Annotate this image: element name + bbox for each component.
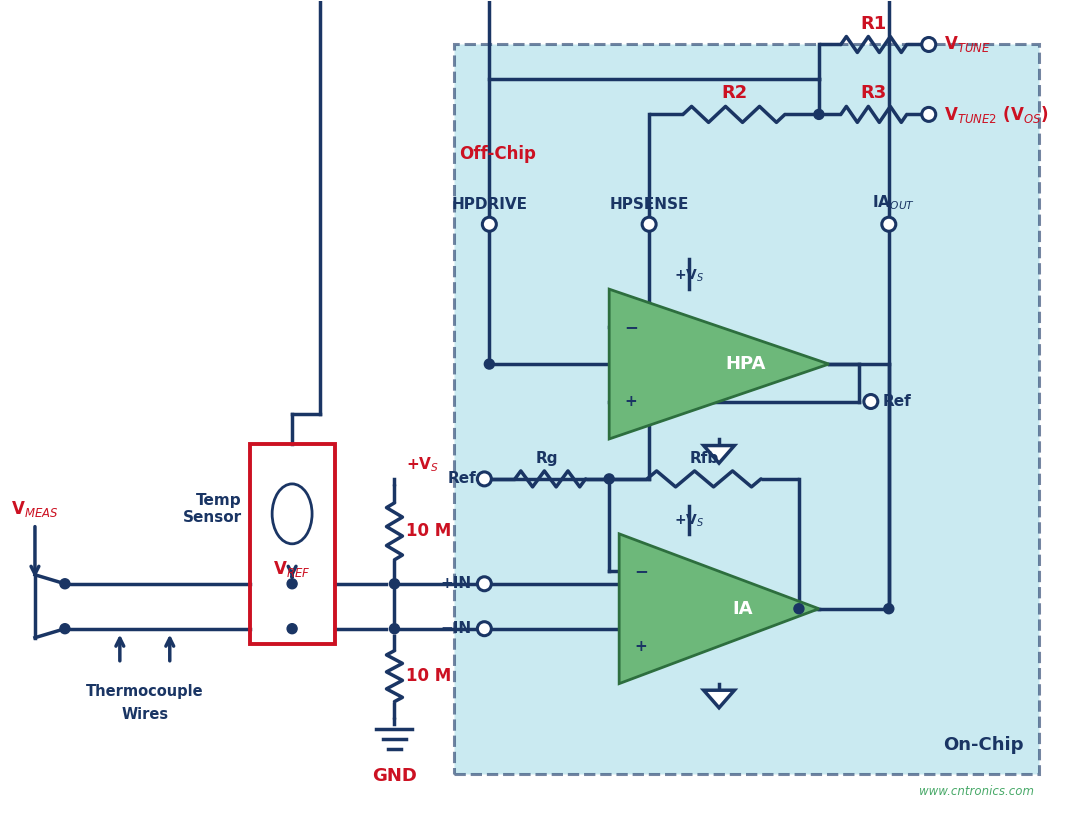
Circle shape [921,37,935,51]
Text: Ref: Ref [447,471,476,487]
Text: +: + [625,394,637,409]
Text: IA: IA [733,600,754,618]
Circle shape [477,622,491,636]
Circle shape [884,604,893,614]
Circle shape [60,624,70,633]
Text: HPA: HPA [726,355,765,373]
Circle shape [794,604,804,614]
Text: HPDRIVE: HPDRIVE [452,197,528,212]
Text: 10 M: 10 M [406,523,452,540]
Text: +V$_S$: +V$_S$ [674,268,704,284]
Circle shape [814,109,823,120]
Circle shape [604,474,614,484]
Circle shape [864,395,878,409]
Text: www.cntronics.com: www.cntronics.com [919,786,1033,799]
Text: R3: R3 [861,85,887,103]
Text: +V$_S$: +V$_S$ [674,513,704,529]
Ellipse shape [272,484,312,544]
Text: Ref: Ref [883,394,912,409]
Circle shape [921,107,935,121]
Text: V$_{REF}$: V$_{REF}$ [273,558,311,579]
Text: −: − [625,317,639,335]
Text: +IN: +IN [441,576,471,591]
Polygon shape [610,289,829,439]
Text: −: − [634,562,648,580]
Circle shape [287,579,297,589]
Polygon shape [619,534,819,684]
Text: −IN: −IN [441,621,471,637]
Text: Temp
Sensor: Temp Sensor [183,492,242,525]
Circle shape [60,579,70,589]
Circle shape [483,217,497,231]
Text: +: + [634,639,647,654]
Text: 10 M: 10 M [406,667,452,685]
Text: R1: R1 [861,15,887,33]
Text: Wires: Wires [121,707,169,721]
Text: V$_{MEAS}$: V$_{MEAS}$ [11,499,59,519]
Text: On-Chip: On-Chip [943,736,1023,754]
Circle shape [287,624,297,633]
Text: V$_{TUNE2}$ (V$_{OS}$): V$_{TUNE2}$ (V$_{OS}$) [944,104,1048,125]
FancyBboxPatch shape [455,45,1038,773]
Text: +V$_S$: +V$_S$ [406,455,440,474]
Circle shape [882,217,895,231]
Text: Off-Chip: Off-Chip [459,146,536,164]
Polygon shape [704,690,734,708]
Circle shape [477,472,491,486]
Text: IA$_{OUT}$: IA$_{OUT}$ [872,194,915,212]
Text: Rfb: Rfb [689,451,719,466]
Bar [249,444,334,644]
Circle shape [477,577,491,591]
Text: HPSENSE: HPSENSE [610,197,689,212]
Circle shape [389,579,400,589]
Text: Rg: Rg [535,451,558,466]
Text: V$_{TUNE}$: V$_{TUNE}$ [944,34,990,55]
Circle shape [642,217,656,231]
Circle shape [485,359,494,369]
Text: Thermocouple: Thermocouple [86,684,203,698]
Text: GND: GND [372,767,417,785]
Text: R2: R2 [721,85,747,103]
Circle shape [389,624,400,633]
Polygon shape [704,445,734,463]
